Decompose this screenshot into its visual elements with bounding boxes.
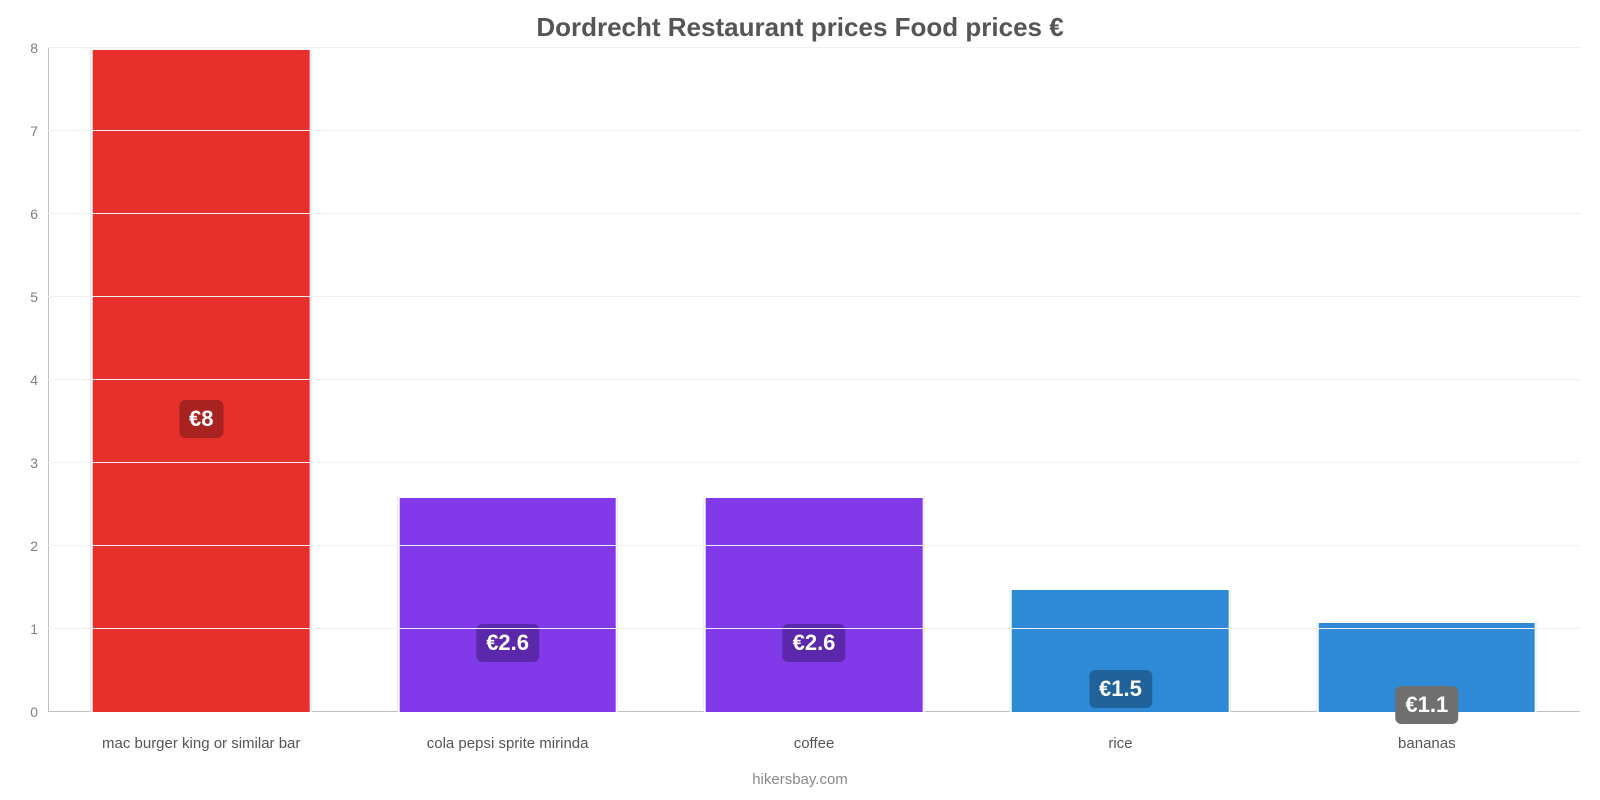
bar-slot: €2.6 bbox=[661, 48, 967, 712]
bar-value-label: €1.1 bbox=[1395, 686, 1458, 724]
y-tick-label: 8 bbox=[30, 40, 48, 56]
chart-title: Dordrecht Restaurant prices Food prices … bbox=[0, 0, 1600, 43]
bar-slot: €1.1 bbox=[1274, 48, 1580, 712]
x-category-label: cola pepsi sprite mirinda bbox=[354, 735, 660, 752]
y-tick-label: 2 bbox=[30, 538, 48, 554]
y-tick-label: 3 bbox=[30, 455, 48, 471]
grid-line bbox=[48, 213, 1580, 214]
y-tick-label: 1 bbox=[30, 621, 48, 637]
grid-line bbox=[48, 47, 1580, 48]
bar-slot: €2.6 bbox=[354, 48, 660, 712]
bar-slot: €8 bbox=[48, 48, 354, 712]
grid-line bbox=[48, 545, 1580, 546]
x-category-label: bananas bbox=[1274, 735, 1580, 752]
y-tick-label: 0 bbox=[30, 704, 48, 720]
grid-line bbox=[48, 130, 1580, 131]
grid-line bbox=[48, 296, 1580, 297]
y-tick-label: 4 bbox=[30, 372, 48, 388]
grid-line bbox=[48, 462, 1580, 463]
x-labels: mac burger king or similar barcola pepsi… bbox=[48, 735, 1580, 752]
y-tick-label: 6 bbox=[30, 206, 48, 222]
chart-credit: hikersbay.com bbox=[0, 771, 1600, 788]
bar-value-label: €1.5 bbox=[1089, 670, 1152, 708]
grid-line bbox=[48, 711, 1580, 712]
bar: €8 bbox=[91, 48, 312, 712]
grid-line bbox=[48, 379, 1580, 380]
x-category-label: coffee bbox=[661, 735, 967, 752]
grid-line bbox=[48, 628, 1580, 629]
plot-area: €8€2.6€2.6€1.5€1.1 012345678 bbox=[48, 48, 1580, 712]
bar: €2.6 bbox=[704, 496, 925, 712]
bar: €1.5 bbox=[1010, 588, 1231, 713]
x-category-label: rice bbox=[967, 735, 1273, 752]
food-prices-chart: Dordrecht Restaurant prices Food prices … bbox=[0, 0, 1600, 800]
bar-value-label: €2.6 bbox=[783, 624, 846, 662]
bars-container: €8 €2.6 €2.6 €1.5 €1.1 bbox=[48, 48, 1580, 712]
y-tick-label: 7 bbox=[30, 123, 48, 139]
bar: €1.1 bbox=[1317, 621, 1538, 712]
bar-value-label: €2.6 bbox=[476, 624, 539, 662]
x-category-label: mac burger king or similar bar bbox=[48, 735, 354, 752]
bar: €2.6 bbox=[397, 496, 618, 712]
y-tick-label: 5 bbox=[30, 289, 48, 305]
bar-value-label: €8 bbox=[179, 400, 223, 438]
bar-slot: €1.5 bbox=[967, 48, 1273, 712]
